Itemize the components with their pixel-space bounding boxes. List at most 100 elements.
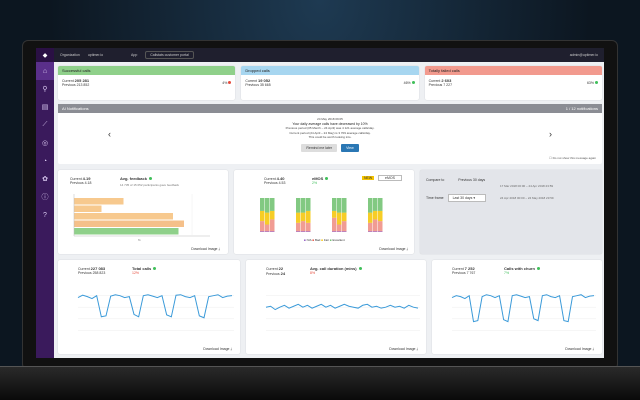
- current-value: 2 603: [441, 78, 452, 83]
- user-menu[interactable]: admin@uptimer.io: [569, 53, 598, 57]
- call-duration-panel: Current 22 Previous 24 Avg. call duration…: [246, 260, 426, 354]
- new-badge: NEW: [362, 176, 375, 180]
- emos-bar-segment: [296, 198, 301, 213]
- status-cards: Successful calls Current 205 281 Previous…: [58, 66, 602, 100]
- emos-bar-segment: [368, 198, 373, 213]
- emos-bar-segment: [260, 210, 265, 222]
- emos-chart: [260, 198, 383, 232]
- emos-bar-segment: [378, 198, 383, 211]
- topbar: Organization uptimer.io App Callstats cu…: [54, 48, 604, 62]
- series-line: [77, 294, 233, 319]
- previous-value: 213 852: [76, 83, 90, 87]
- feedback-panel: Current 4.19 Previous 4.18 Avg. feedback …: [58, 170, 228, 254]
- help-icon[interactable]: ?: [43, 211, 47, 219]
- duration-title: Avg. call duration (mins) 8%: [310, 266, 362, 275]
- previous-label: Previous: [428, 83, 443, 87]
- emos-bar-segment: [368, 231, 373, 232]
- timeframe-select[interactable]: Last 30 days ▾: [447, 194, 486, 202]
- notifications-title: AI Notifications: [62, 106, 89, 111]
- compare-label: Compare to: [426, 178, 445, 182]
- home-icon[interactable]: ⌂: [36, 62, 54, 80]
- status-card-successful[interactable]: Successful calls Current 205 281 Previous…: [58, 66, 236, 100]
- emos-bar-segment: [301, 198, 306, 213]
- gauge-icon[interactable]: ◔: [42, 157, 48, 165]
- emos-bar-segment: [373, 198, 378, 211]
- status-card-failed[interactable]: Totally failed calls Current 2 603 Previo…: [424, 66, 602, 100]
- monitor-base: [0, 366, 640, 400]
- app-logo: ◆: [36, 48, 54, 62]
- emos-bar-segment: [265, 224, 270, 232]
- download-image-link[interactable]: Download Image ⤓: [191, 247, 220, 251]
- ai-notifications: AI Notifications 1 / 12 notifications ‹ ›…: [58, 104, 602, 164]
- app-label: App: [131, 53, 138, 57]
- gear-icon[interactable]: ✿: [42, 176, 48, 183]
- status-dot: [594, 80, 598, 84]
- feedback-bar: [74, 213, 173, 220]
- duration-chart: [265, 295, 420, 331]
- notification-date: 24 May 2018 09:05: [317, 117, 343, 121]
- emos-bar-segment: [270, 198, 275, 211]
- compare-range: 17 Mar 2018 00:00 – 24 Apr 2018 23:59: [500, 184, 554, 188]
- timeframe-range: 24 Apr 2018 00:00 – 24 May 2018 23:59: [500, 196, 554, 200]
- sidebar: ◆ ⌂ ⚲ ▤ ⟋ ◎ ◔ ✿ ⓘ ?: [36, 48, 54, 358]
- emos-bar-segment: [337, 212, 342, 225]
- total-calls-title: Total calls 12%: [132, 266, 157, 275]
- view-button[interactable]: View: [341, 143, 359, 152]
- notifications-count[interactable]: 1 / 12 notifications: [565, 106, 598, 111]
- previous-value: 35 665: [259, 83, 271, 87]
- emos-bar-segment: [342, 198, 347, 213]
- emos-bar-segment: [265, 212, 270, 225]
- emos-bar-segment: [296, 222, 301, 232]
- emos-bar-segment: [342, 212, 347, 222]
- status-card-dropped[interactable]: Dropped calls Current 19 052 Previous 35 …: [241, 66, 419, 100]
- remind-later-button[interactable]: Remind me later: [301, 143, 338, 152]
- book-icon[interactable]: ▤: [41, 104, 49, 111]
- emos-bar-segment: [306, 231, 311, 232]
- download-image-link[interactable]: Download Image ⤓: [379, 247, 408, 251]
- emos-bar-segment: [342, 231, 347, 232]
- feedback-subtitle: 14 735 of 15 052 participants gave feedb…: [120, 183, 180, 187]
- status-dot: [228, 80, 232, 84]
- notification-line: Current period (24 April – 24 May) is 3 …: [289, 130, 371, 135]
- prev-arrow-icon[interactable]: ‹: [108, 129, 111, 139]
- emos-bar-segment: [260, 221, 265, 232]
- trend-icon[interactable]: ⟋: [42, 121, 48, 128]
- emos-bar-segment: [301, 221, 306, 232]
- app-select[interactable]: Callstats customer portal: [145, 51, 194, 59]
- previous-value: 7 227: [443, 83, 453, 87]
- info-icon[interactable]: ⓘ: [41, 194, 49, 201]
- previous-label: Previous: [62, 83, 76, 87]
- change-value: 63%: [586, 80, 594, 85]
- emos-bar-segment: [306, 222, 311, 232]
- emos-bar-segment: [260, 231, 265, 232]
- emos-bar-segment: [332, 198, 337, 211]
- emos-bar-segment: [306, 210, 311, 223]
- emos-bar-segment: [337, 231, 342, 232]
- compare-row: Compare to Previous 30 days: [426, 178, 485, 182]
- emos-bar-segment: [337, 224, 342, 232]
- emos-bar-segment: [378, 210, 383, 222]
- org-select[interactable]: uptimer.io: [87, 53, 104, 57]
- feedback-title: Avg. feedback: [120, 176, 152, 181]
- feedback-chart: %: [73, 194, 210, 242]
- notification-message: 24 May 2018 09:05 Your daily average cal…: [58, 117, 602, 140]
- dont-show-checkbox[interactable]: ☐ Do not show this message again: [549, 156, 596, 160]
- emos-bar-segment: [332, 210, 337, 218]
- globe-icon[interactable]: ◎: [41, 140, 49, 147]
- previous-label: Previous: [245, 83, 259, 87]
- download-image-link[interactable]: Download Image ⤓: [389, 347, 418, 351]
- download-image-link[interactable]: Download Image ⤓: [565, 347, 594, 351]
- feedback-bar: [74, 205, 102, 212]
- compare-panel: Compare to Previous 30 days 17 Mar 2018 0…: [420, 170, 602, 254]
- next-arrow-icon[interactable]: ›: [549, 129, 552, 139]
- feedback-current: Current 4.19 Previous 4.18: [70, 176, 92, 185]
- download-image-link[interactable]: Download Image ⤓: [203, 347, 232, 351]
- emos-bar-segment: [368, 212, 373, 223]
- churn-chart: [451, 294, 596, 331]
- emos-select[interactable]: eMOS: [378, 175, 402, 181]
- emos-bar-segment: [342, 221, 347, 232]
- feedback-bar: [74, 220, 184, 227]
- emos-bar-segment: [332, 231, 337, 232]
- emos-bar-segment: [270, 210, 275, 220]
- search-icon[interactable]: ⚲: [42, 86, 48, 93]
